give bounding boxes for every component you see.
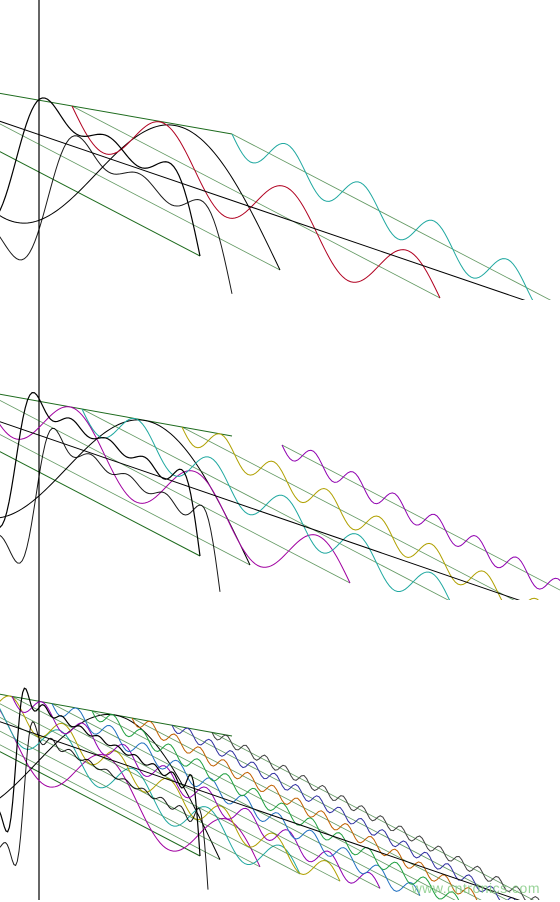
harmonic-series-group	[0, 78, 560, 300]
harmonic-line-k7	[0, 689, 340, 881]
composite-signal-inner	[0, 102, 232, 294]
composite-signal-left-wall	[0, 64, 200, 256]
harmonic-line-k9	[282, 445, 560, 600]
harmonic-series-group	[0, 668, 560, 900]
watermark: www.cntronics.com	[412, 880, 540, 896]
harmonic-line-k1	[0, 373, 250, 565]
chart-panel-2: -2-1012-2024602468	[0, 300, 560, 600]
zero-plane-lines	[0, 664, 232, 856]
harmonic-line-k19	[212, 732, 560, 900]
floor-diagonal-line	[0, 364, 560, 600]
chart-panel-1: -2-1012-20246012345	[0, 0, 560, 300]
harmonic-series-group	[0, 373, 560, 600]
harmonic-line-k1	[0, 668, 220, 860]
axes-frame	[0, 600, 560, 900]
chart-panel-3: -2-1012-2024605101520	[0, 600, 560, 900]
harmonic-line-k7	[182, 427, 550, 600]
floor-diagonal-line	[0, 64, 560, 300]
composite-signal-left-wall	[0, 364, 200, 556]
composite-signal-left-wall	[0, 664, 200, 856]
